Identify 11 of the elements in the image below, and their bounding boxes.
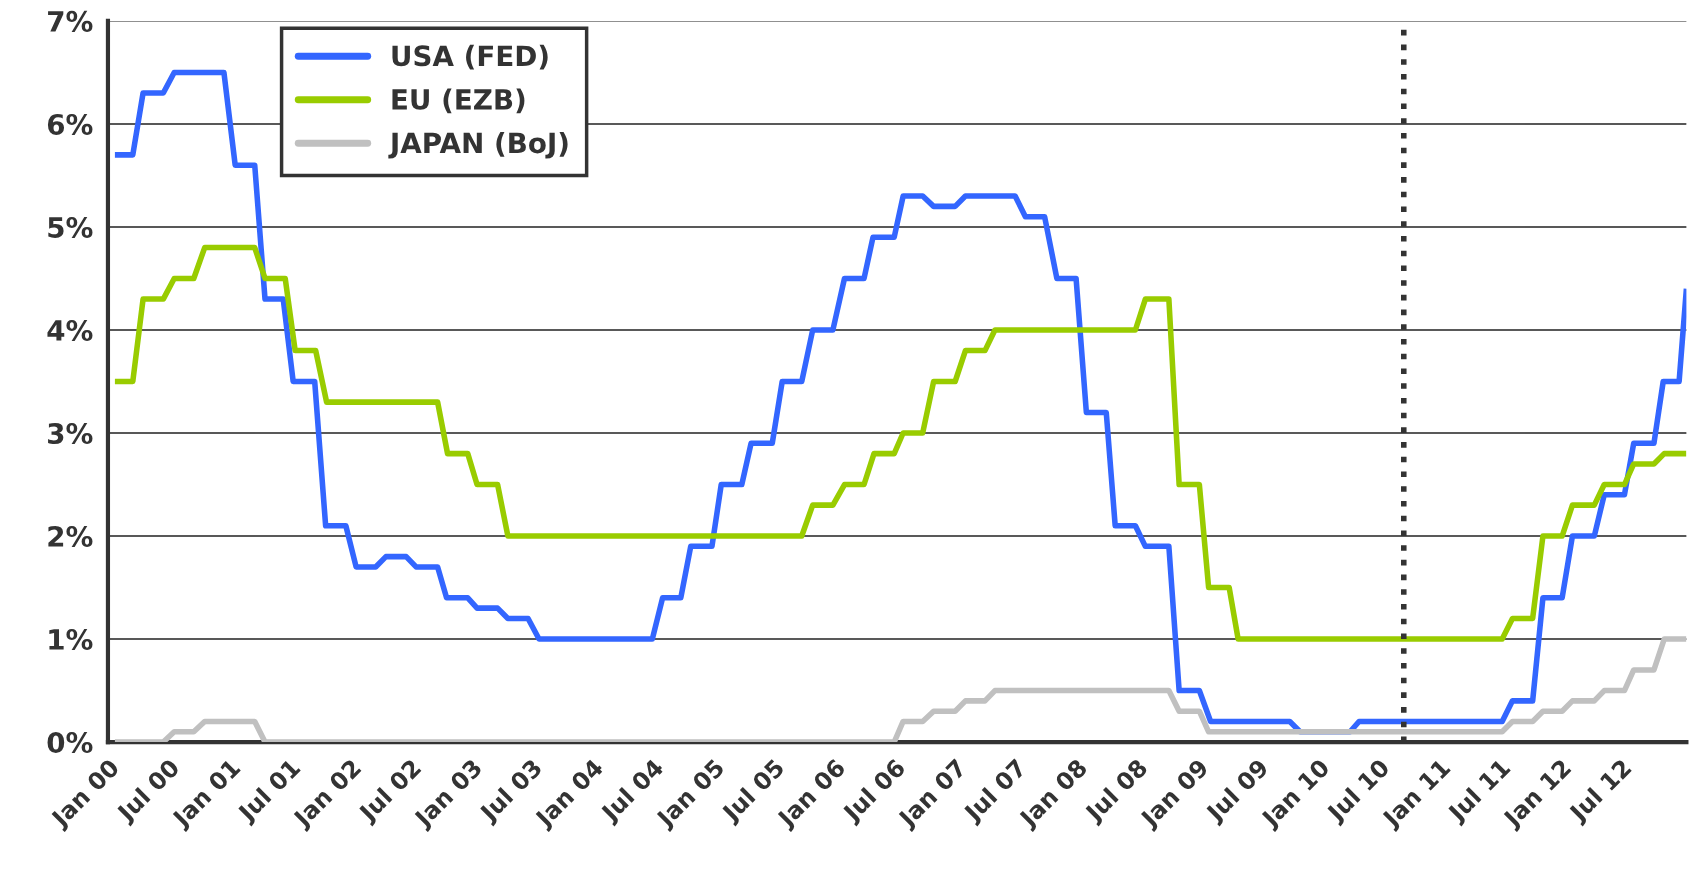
y-tick-label: 1% bbox=[49, 628, 93, 650]
legend-label: EU (EZB) bbox=[392, 88, 525, 114]
y-tick-label: 5% bbox=[48, 216, 93, 238]
y-tick-label: 3% bbox=[48, 422, 93, 444]
legend-label: USA (FED) bbox=[392, 44, 548, 70]
y-tick-label: 0% bbox=[47, 732, 93, 754]
y-tick-label: 7% bbox=[48, 10, 93, 32]
y-tick-label: 4% bbox=[47, 319, 93, 341]
y-tick-label: 6% bbox=[47, 113, 93, 135]
y-tick-label: 2% bbox=[48, 525, 93, 547]
legend-label: JAPAN (BoJ) bbox=[388, 131, 568, 159]
